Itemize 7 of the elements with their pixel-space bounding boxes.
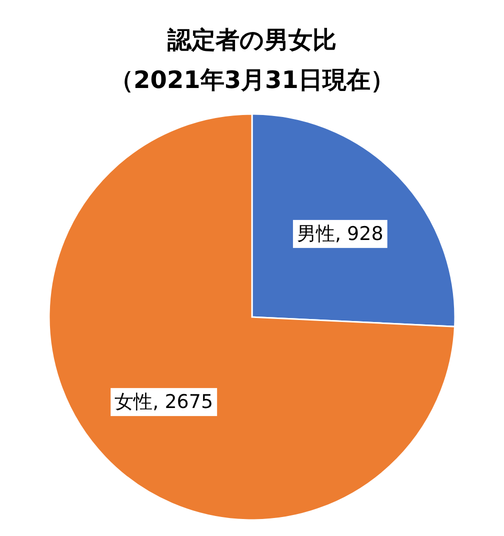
- data-label: , 928: [334, 222, 384, 245]
- slice-label: 女性: [114, 391, 153, 414]
- chart-subtitle: （2021年3月31日現在）: [110, 66, 394, 94]
- data-label: , 2675: [152, 391, 214, 414]
- pie-slice: [48, 113, 456, 521]
- slice-label: 男性: [296, 222, 335, 245]
- chart-title: 認定者の男女比: [166, 26, 336, 54]
